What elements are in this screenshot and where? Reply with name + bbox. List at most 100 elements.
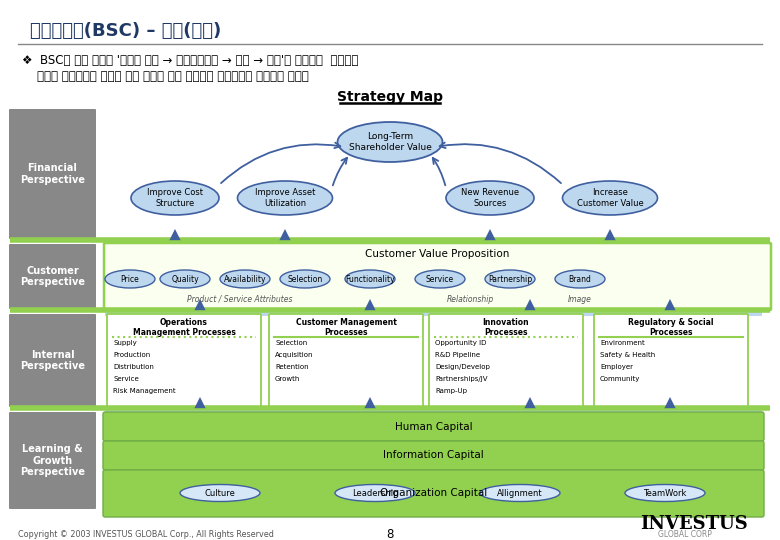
Text: Operations
Management Processes: Operations Management Processes xyxy=(133,318,236,338)
FancyBboxPatch shape xyxy=(594,314,748,407)
Text: INVESTUS: INVESTUS xyxy=(640,515,748,533)
Ellipse shape xyxy=(480,484,560,502)
Text: Opportunity ID: Opportunity ID xyxy=(435,340,487,346)
Text: Customer
Perspective: Customer Perspective xyxy=(20,266,85,287)
Text: Retention: Retention xyxy=(275,364,309,370)
Text: Distribution: Distribution xyxy=(113,364,154,370)
Ellipse shape xyxy=(280,270,330,288)
Text: Safety & Health: Safety & Health xyxy=(600,352,655,358)
Text: New Revenue
Sources: New Revenue Sources xyxy=(461,188,519,208)
Text: Functionality: Functionality xyxy=(346,274,395,284)
Polygon shape xyxy=(279,229,291,240)
Text: 있으며 궁극적으로 재무적 성과 향상을 통한 장기적인 주주가치의 극대화를 지향함: 있으며 궁극적으로 재무적 성과 향상을 통한 장기적인 주주가치의 극대화를 … xyxy=(22,70,309,83)
FancyBboxPatch shape xyxy=(105,311,762,316)
Ellipse shape xyxy=(446,181,534,215)
Ellipse shape xyxy=(338,122,442,162)
Text: Risk Management: Risk Management xyxy=(113,388,176,394)
Text: Environment: Environment xyxy=(600,340,645,346)
Text: Partnerships/JV: Partnerships/JV xyxy=(435,376,488,382)
Text: 8: 8 xyxy=(386,528,394,540)
Text: Service: Service xyxy=(113,376,139,382)
Text: Leadership: Leadership xyxy=(352,489,399,497)
FancyBboxPatch shape xyxy=(103,412,764,441)
Ellipse shape xyxy=(415,270,465,288)
Ellipse shape xyxy=(335,484,415,502)
Polygon shape xyxy=(604,229,615,240)
Polygon shape xyxy=(194,397,206,408)
Polygon shape xyxy=(665,299,675,310)
Polygon shape xyxy=(524,397,536,408)
Ellipse shape xyxy=(485,270,535,288)
Ellipse shape xyxy=(105,270,155,288)
FancyBboxPatch shape xyxy=(429,314,583,407)
Text: Innovation
Processes: Innovation Processes xyxy=(483,318,530,338)
FancyBboxPatch shape xyxy=(9,244,96,309)
Text: Customer Management
Processes: Customer Management Processes xyxy=(296,318,396,338)
Ellipse shape xyxy=(220,270,270,288)
Text: Strategy Map: Strategy Map xyxy=(337,90,443,104)
Text: Acquisition: Acquisition xyxy=(275,352,314,358)
Text: Regulatory & Social
Processes: Regulatory & Social Processes xyxy=(628,318,714,338)
Text: Supply: Supply xyxy=(113,340,136,346)
Polygon shape xyxy=(665,397,675,408)
Text: Increase
Customer Value: Increase Customer Value xyxy=(576,188,643,208)
Ellipse shape xyxy=(131,181,219,215)
Text: Availability: Availability xyxy=(224,274,266,284)
Text: Brand: Brand xyxy=(569,274,591,284)
FancyBboxPatch shape xyxy=(105,409,762,414)
FancyBboxPatch shape xyxy=(269,314,423,407)
Text: GLOBAL CORP: GLOBAL CORP xyxy=(658,530,712,539)
Text: Relationship: Relationship xyxy=(446,295,494,304)
Text: Community: Community xyxy=(600,376,640,382)
Text: Culture: Culture xyxy=(204,489,236,497)
Text: Customer Value Proposition: Customer Value Proposition xyxy=(365,249,509,259)
Ellipse shape xyxy=(237,181,332,215)
Polygon shape xyxy=(484,229,495,240)
Ellipse shape xyxy=(562,181,658,215)
Polygon shape xyxy=(194,299,206,310)
Text: Improve Asset
Utilization: Improve Asset Utilization xyxy=(255,188,315,208)
Text: R&D Pipeline: R&D Pipeline xyxy=(435,352,480,358)
Text: Learning &
Growth
Perspective: Learning & Growth Perspective xyxy=(20,444,85,477)
Text: Financial
Perspective: Financial Perspective xyxy=(20,163,85,185)
Text: Long-Term
Shareholder Value: Long-Term Shareholder Value xyxy=(349,132,431,152)
Text: Ramp-Up: Ramp-Up xyxy=(435,388,467,394)
FancyBboxPatch shape xyxy=(107,314,261,407)
FancyBboxPatch shape xyxy=(104,243,771,310)
Text: Copyright © 2003 INVESTUS GLOBAL Corp., All Rights Reserved: Copyright © 2003 INVESTUS GLOBAL Corp., … xyxy=(18,530,274,539)
Text: Growth: Growth xyxy=(275,376,300,382)
Polygon shape xyxy=(364,397,376,408)
Text: Information Capital: Information Capital xyxy=(383,450,484,461)
Text: TeamWork: TeamWork xyxy=(644,489,686,497)
Polygon shape xyxy=(524,299,536,310)
FancyBboxPatch shape xyxy=(9,109,96,239)
FancyBboxPatch shape xyxy=(9,314,96,407)
Text: Price: Price xyxy=(121,274,140,284)
Text: Employer: Employer xyxy=(600,364,633,370)
Text: Partnership: Partnership xyxy=(488,274,532,284)
Polygon shape xyxy=(364,299,376,310)
FancyBboxPatch shape xyxy=(103,441,764,470)
Ellipse shape xyxy=(180,484,260,502)
Text: Quality: Quality xyxy=(171,274,199,284)
Text: Image: Image xyxy=(568,295,592,304)
Text: Production: Production xyxy=(113,352,151,358)
Ellipse shape xyxy=(555,270,605,288)
Text: Human Capital: Human Capital xyxy=(395,422,473,431)
Ellipse shape xyxy=(625,484,705,502)
Text: Organization Capital: Organization Capital xyxy=(380,489,488,498)
Text: Internal
Perspective: Internal Perspective xyxy=(20,350,85,372)
Text: Improve Cost
Structure: Improve Cost Structure xyxy=(147,188,203,208)
Text: Allignment: Allignment xyxy=(497,489,543,497)
Text: Design/Develop: Design/Develop xyxy=(435,364,490,370)
Polygon shape xyxy=(169,229,181,240)
Ellipse shape xyxy=(160,270,210,288)
FancyBboxPatch shape xyxy=(9,412,96,509)
Text: Selection: Selection xyxy=(287,274,323,284)
Text: Service: Service xyxy=(426,274,454,284)
Ellipse shape xyxy=(345,270,395,288)
Text: Selection: Selection xyxy=(275,340,307,346)
FancyBboxPatch shape xyxy=(103,470,764,517)
Text: ❖  BSC는 기업 활동을 '학습과 성장 → 내부프로세스 → 고객 → 재무'의 흐름으로  파악하고: ❖ BSC는 기업 활동을 '학습과 성장 → 내부프로세스 → 고객 → 재무… xyxy=(22,54,358,67)
Text: 균형평가표(BSC) – 개요(계속): 균형평가표(BSC) – 개요(계속) xyxy=(30,22,222,40)
